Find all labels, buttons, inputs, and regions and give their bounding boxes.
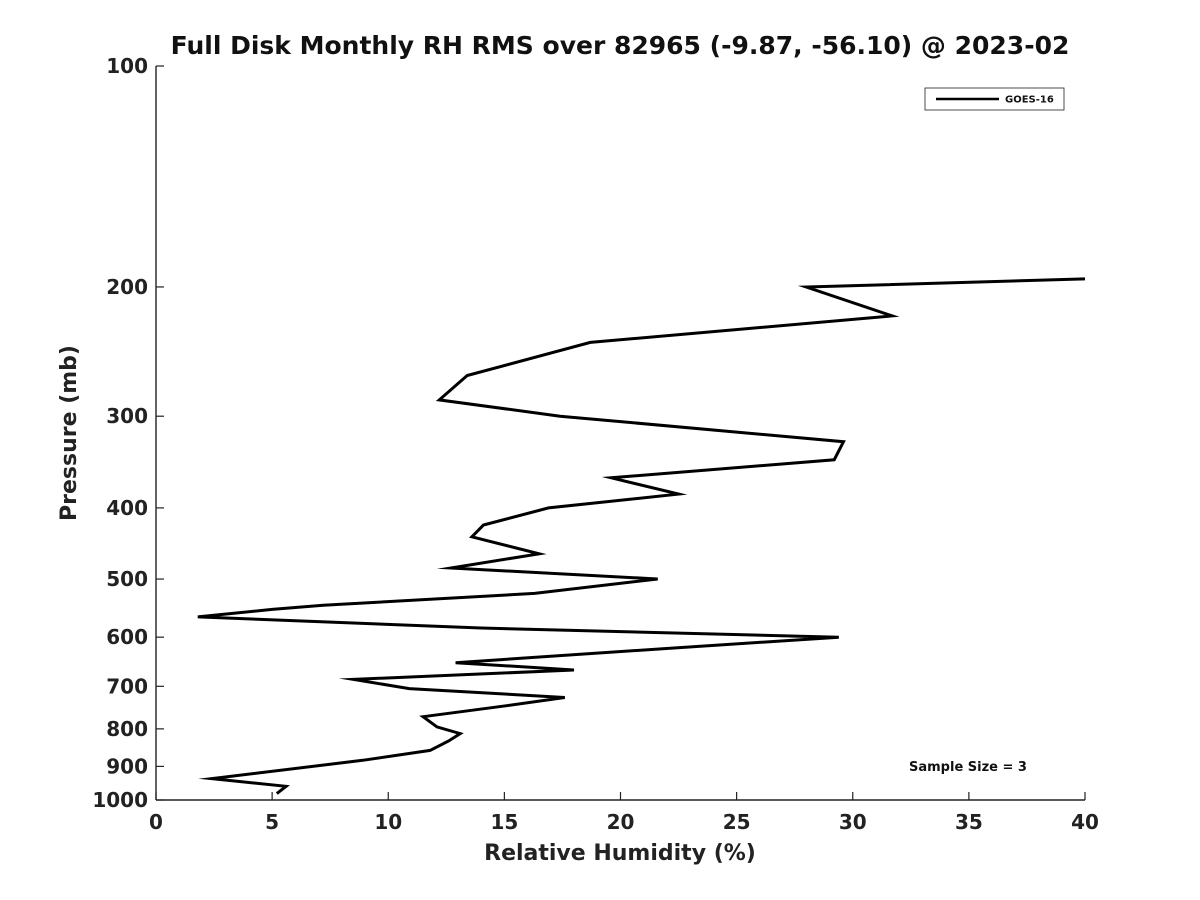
y-tick-label: 200	[106, 275, 148, 299]
legend-label-goes-16: GOES-16	[1005, 95, 1054, 106]
x-axis-ticks: 0 5 10 15 20 25 30 35 40	[149, 792, 1099, 834]
plot-area	[156, 66, 1085, 800]
y-tick-label: 900	[106, 754, 148, 778]
chart-title: Full Disk Monthly RH RMS over 82965 (-9.…	[171, 31, 1070, 60]
y-tick-label: 400	[106, 496, 148, 520]
x-tick-label: 35	[955, 810, 983, 834]
y-tick-label: 700	[106, 674, 148, 698]
y-tick-label: 600	[106, 625, 148, 649]
y-tick-label: 800	[106, 717, 148, 741]
x-tick-label: 15	[490, 810, 518, 834]
x-tick-label: 5	[265, 810, 279, 834]
sample-size-annotation: Sample Size = 3	[909, 760, 1027, 775]
y-tick-label: 100	[106, 54, 148, 78]
y-tick-label: 500	[106, 567, 148, 591]
legend: GOES-16	[924, 87, 1065, 111]
y-axis-label: Pressure (mb)	[57, 345, 82, 521]
series-layer	[197, 277, 1086, 795]
y-tick-label: 300	[106, 404, 148, 428]
series-line-goes-16	[197, 277, 1086, 795]
x-tick-label: 10	[374, 810, 402, 834]
x-tick-label: 20	[607, 810, 635, 834]
x-tick-label: 0	[149, 810, 163, 834]
x-tick-label: 25	[723, 810, 751, 834]
y-tick-label: 1000	[92, 788, 148, 812]
x-axis-label: Relative Humidity (%)	[484, 841, 756, 866]
x-tick-label: 40	[1071, 810, 1099, 834]
x-tick-label: 30	[839, 810, 867, 834]
y-axis-ticks: 100 200 300 400 500 600 700 800 900 1000	[92, 54, 164, 812]
